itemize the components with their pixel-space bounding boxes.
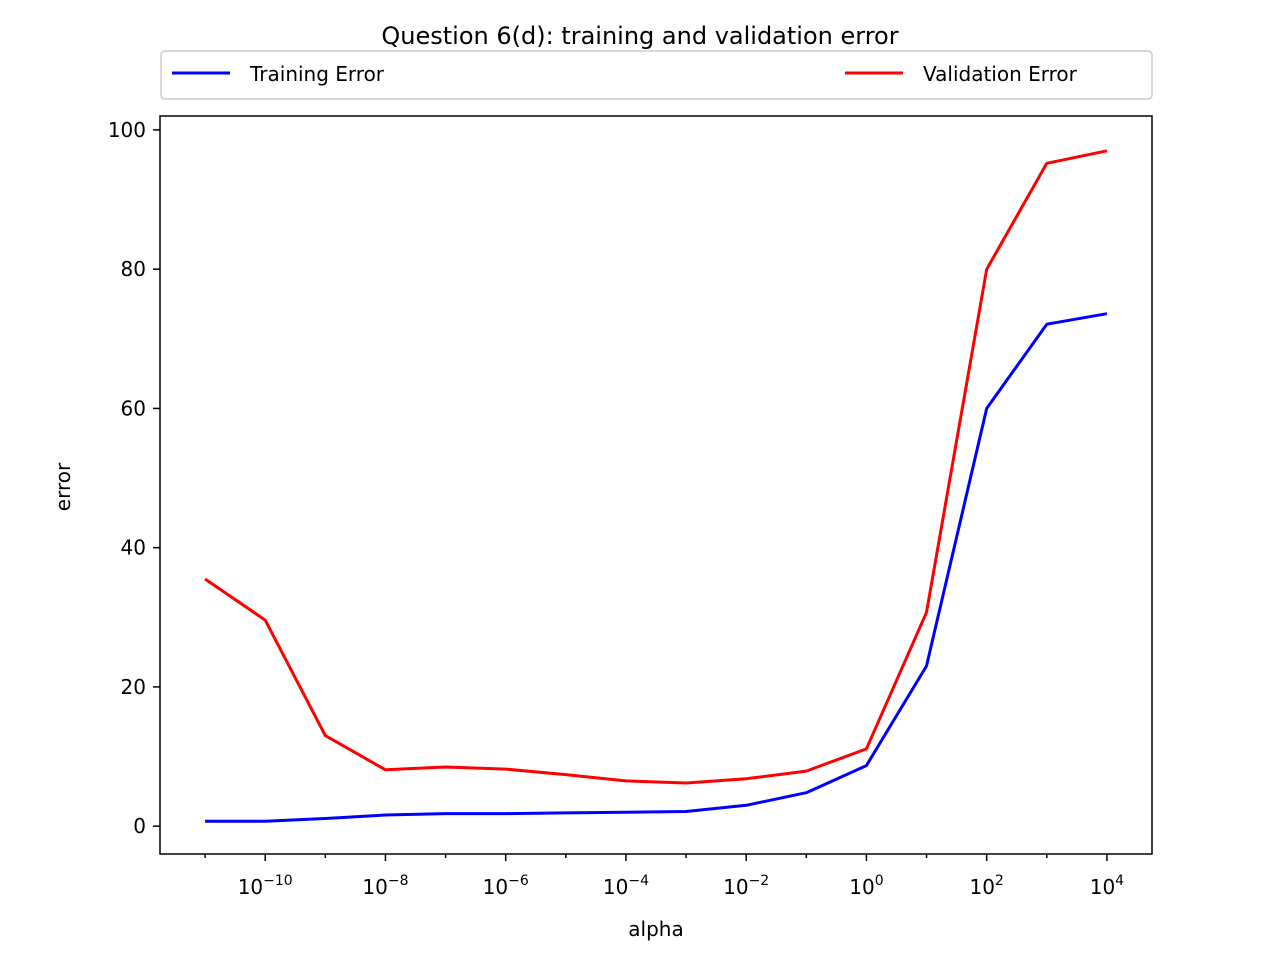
x-tick-label: 10−4 — [603, 873, 649, 899]
y-tick-label: 60 — [121, 396, 146, 420]
x-tick-label: 10−2 — [723, 873, 769, 899]
series-line-validation-error — [204, 149, 1108, 785]
x-tick-label: 10−8 — [362, 873, 408, 899]
y-tick-label: 80 — [121, 257, 146, 281]
legend-label-validation: Validation Error — [923, 62, 1078, 86]
y-tick-label: 0 — [133, 814, 146, 838]
legend-label-training: Training Error — [249, 62, 385, 86]
legend: Training Error Validation Error — [160, 50, 1153, 100]
y-axis-label: error — [51, 462, 75, 511]
x-tick-label: 10−6 — [483, 873, 529, 899]
y-tick-label: 100 — [108, 118, 146, 142]
y-tick-label: 40 — [121, 536, 146, 560]
plot-frame — [159, 115, 1153, 855]
y-axis: 0 20 40 60 80 100 — [108, 118, 160, 838]
series-line-training-error — [205, 312, 1108, 823]
x-tick-label: 100 — [849, 873, 883, 899]
x-axis-label: alpha — [628, 917, 683, 941]
y-tick-label: 20 — [121, 675, 146, 699]
x-tick-label: 102 — [969, 873, 1003, 899]
chart-title: Question 6(d): training and validation e… — [381, 22, 898, 50]
x-tick-label: 104 — [1090, 873, 1124, 899]
legend-box — [160, 50, 1153, 100]
x-tick-label: 10−10 — [238, 873, 293, 899]
x-axis: 10−10 10−8 10−6 10−4 10−2 100 102 104 — [204, 854, 1124, 899]
series-layer — [204, 149, 1108, 823]
plot-area — [160, 116, 1152, 854]
